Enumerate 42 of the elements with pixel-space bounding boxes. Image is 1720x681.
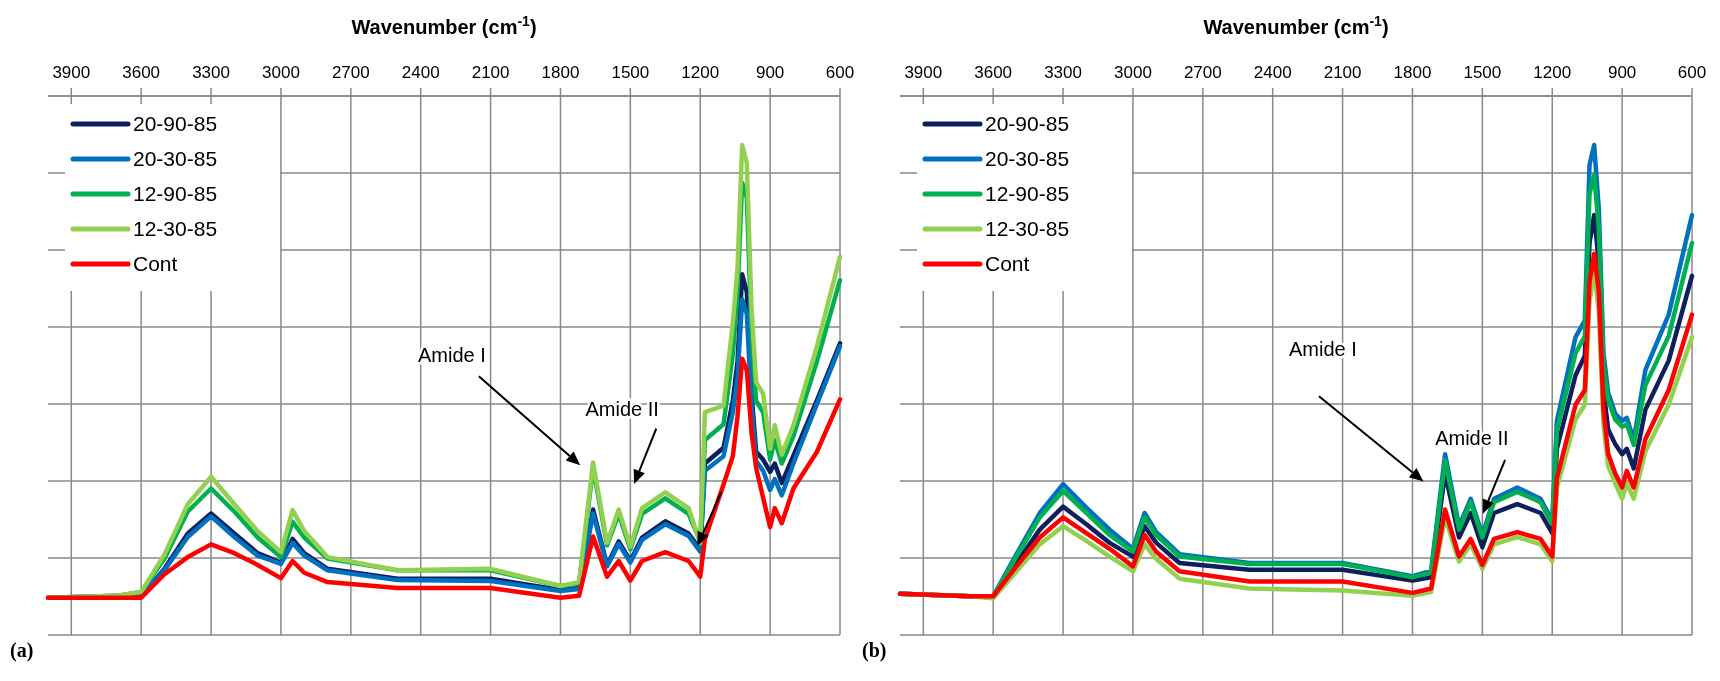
x-tick-label: 1500 xyxy=(1463,63,1502,82)
x-tick-label: 600 xyxy=(825,63,855,82)
x-tick-label: 3900 xyxy=(904,63,943,82)
x-tick-label: 3000 xyxy=(1114,63,1152,82)
x-tick-label: 2400 xyxy=(1253,63,1292,82)
x-tick-label: 3900 xyxy=(52,63,91,82)
legend-label: 20-30-85 xyxy=(133,147,218,170)
annotation: Amide II xyxy=(585,397,659,420)
x-tick-label: 3300 xyxy=(192,63,230,82)
x-tick-label: 3600 xyxy=(974,63,1013,82)
legend-label: 12-90-85 xyxy=(985,182,1070,205)
legend-label: Cont xyxy=(985,252,1030,275)
annotation: Amide I xyxy=(1289,338,1357,361)
x-tick-label: 3600 xyxy=(122,63,161,82)
x-tick-label: 1500 xyxy=(611,63,650,82)
x-axis-title: Wavenumber (cm$^{-1}$) xyxy=(1203,13,1389,38)
x-tick-label: 600 xyxy=(1677,63,1707,82)
x-tick-label: 2100 xyxy=(1323,63,1362,82)
x-tick-label: 2700 xyxy=(331,63,370,82)
legend-label: 12-90-85 xyxy=(133,182,218,205)
x-tick-label: 900 xyxy=(755,63,785,82)
x-tick-label: 1200 xyxy=(681,63,720,82)
text: (b) xyxy=(862,639,887,662)
x-tick-label: 2700 xyxy=(1183,63,1222,82)
annotation: Amide II xyxy=(1435,426,1509,449)
x-tick-label: 2100 xyxy=(471,63,510,82)
x-tick-label: 1800 xyxy=(541,63,580,82)
legend-label: 20-90-85 xyxy=(133,112,218,135)
x-tick-label: 2400 xyxy=(401,63,440,82)
legend-label: Cont xyxy=(133,252,178,275)
legend-label: 20-90-85 xyxy=(985,112,1070,135)
x-tick-label: 900 xyxy=(1607,63,1637,82)
x-tick-label: 1800 xyxy=(1393,63,1432,82)
x-tick-label: 3000 xyxy=(262,63,300,82)
legend-label: 20-30-85 xyxy=(985,147,1070,170)
x-tick-label: 1200 xyxy=(1533,63,1572,82)
legend-label: 12-30-85 xyxy=(133,217,218,240)
legend-label: 12-30-85 xyxy=(985,217,1070,240)
x-tick-label: 3300 xyxy=(1044,63,1082,82)
text: (a) xyxy=(10,639,34,662)
annotation: Amide I xyxy=(418,343,486,366)
x-axis-title: Wavenumber (cm$^{-1}$) xyxy=(351,13,537,38)
